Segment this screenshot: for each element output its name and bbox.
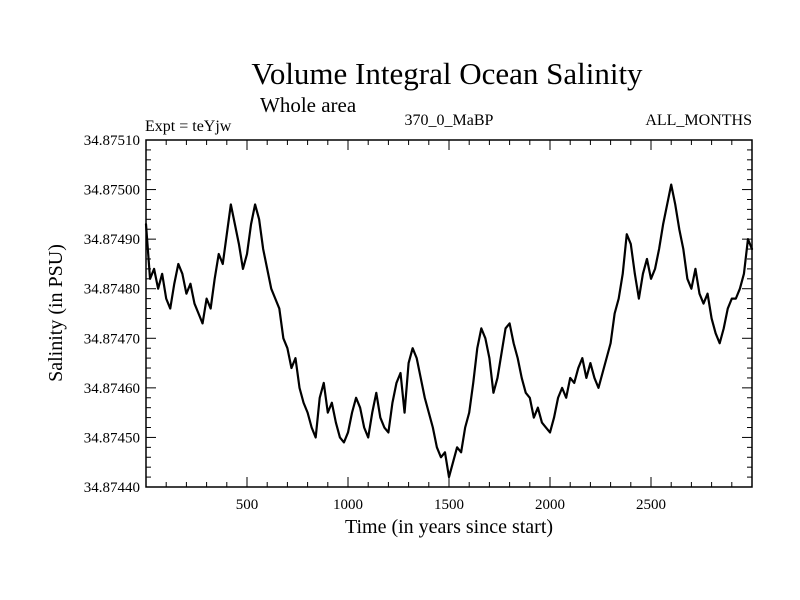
y-tick-label: 34.87480 xyxy=(84,282,140,298)
months-label: ALL_MONTHS xyxy=(645,112,752,129)
experiment-label: Expt = teYjw xyxy=(145,118,232,135)
x-axis-label: Time (in years since start) xyxy=(345,516,553,538)
x-tick-label: 1000 xyxy=(333,497,363,513)
x-tick-label: 2000 xyxy=(535,497,565,513)
plot-frame xyxy=(145,139,753,488)
y-tick-label: 34.87460 xyxy=(84,381,140,397)
x-tick-label: 2500 xyxy=(636,497,666,513)
x-tick-label: 1500 xyxy=(434,497,464,513)
chart-subtitle: Whole area xyxy=(260,93,357,117)
y-tick-label: 34.87440 xyxy=(84,480,140,496)
x-tick-label: 500 xyxy=(236,497,259,513)
period-label: 370_0_MaBP xyxy=(405,112,494,129)
y-tick-label: 34.87470 xyxy=(84,331,140,347)
y-axis-ticks: 34.87440 34.87450 34.87460 34.87470 34.87480… xyxy=(84,133,752,496)
chart-title: Volume Integral Ocean Salinity xyxy=(251,56,643,91)
x-axis-ticks: 500 1000 1500 2000 2500 xyxy=(165,140,733,513)
y-tick-label: 34.87510 xyxy=(84,133,140,149)
y-tick-label: 34.87450 xyxy=(84,430,140,446)
y-tick-label: 34.87490 xyxy=(84,232,140,248)
y-tick-label: 34.87500 xyxy=(84,183,140,199)
salinity-series-line xyxy=(144,183,754,479)
y-axis-label: Salinity (in PSU) xyxy=(45,244,67,382)
